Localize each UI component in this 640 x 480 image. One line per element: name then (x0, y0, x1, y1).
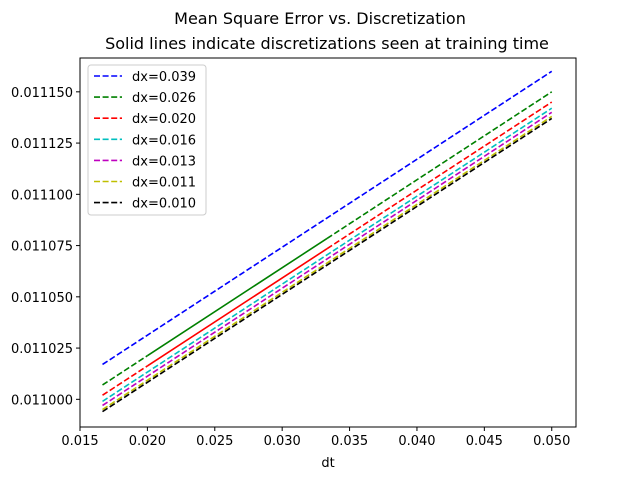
chart-subtitle: Solid lines indicate discretizations see… (105, 34, 549, 53)
y-tick-label: 0.011000 (11, 393, 73, 408)
series-dx-0-013 (102, 111, 553, 407)
series-dx-0-020 (102, 101, 553, 396)
legend-label: dx=0.039 (132, 70, 196, 85)
series-dx-0-016 (102, 107, 553, 403)
x-tick-label: 0.025 (196, 434, 233, 449)
x-axis-label: dt (321, 456, 334, 471)
x-tick-label: 0.040 (398, 434, 435, 449)
series-dx-0-010 (102, 117, 553, 413)
series-dx-0-039 (102, 70, 553, 366)
y-axis: 0.011000 0.011025 0.011050 0.011075 0.011100… (11, 86, 80, 408)
legend-label: dx=0.020 (132, 112, 196, 127)
legend-box (87, 64, 207, 216)
series-line-solid (146, 237, 328, 357)
y-tick-label: 0.011075 (11, 240, 73, 255)
series-dx-0-011 (102, 115, 553, 411)
series-line-solid (146, 248, 328, 367)
series-line-dashed (102, 70, 553, 366)
series-line-dashed (102, 365, 148, 396)
legend-label: dx=0.013 (132, 154, 196, 169)
series-line-dashed (102, 355, 148, 386)
series-line-dashed (102, 111, 553, 407)
y-tick-label: 0.011100 (11, 188, 73, 203)
x-tick-label: 0.050 (533, 434, 570, 449)
x-tick-label: 0.015 (61, 434, 98, 449)
y-tick-label: 0.011025 (11, 342, 73, 357)
series-line-dashed (326, 101, 553, 250)
legend: dx=0.039 dx=0.026 dx=0.020 dx=0.016 dx=0.013… (87, 64, 207, 216)
x-tick-label: 0.035 (331, 434, 368, 449)
series-line-dashed (102, 115, 553, 411)
series-dx-0-026 (102, 91, 553, 386)
x-tick-label: 0.020 (129, 434, 166, 449)
legend-label: dx=0.011 (132, 176, 196, 191)
legend-label: dx=0.010 (132, 197, 196, 212)
x-tick-label: 0.030 (264, 434, 301, 449)
series-line-dashed (326, 91, 553, 240)
legend-label: dx=0.016 (132, 133, 196, 148)
x-axis: 0.015 0.020 0.025 0.030 0.035 0.040 0.045 0.050 (61, 427, 570, 449)
series-layer (102, 70, 553, 413)
x-tick-label: 0.045 (466, 434, 503, 449)
series-line-dashed (102, 107, 553, 403)
y-tick-label: 0.011150 (11, 86, 73, 101)
axes-frame (79, 57, 577, 428)
y-tick-label: 0.011050 (11, 291, 73, 306)
chart-title: Mean Square Error vs. Discretization (174, 9, 466, 28)
y-tick-label: 0.011125 (11, 137, 73, 152)
series-line-dashed (102, 117, 553, 413)
legend-label: dx=0.026 (132, 91, 196, 106)
